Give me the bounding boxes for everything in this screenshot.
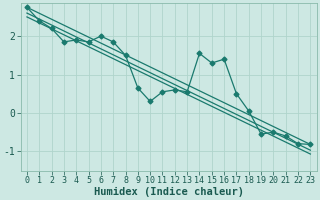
X-axis label: Humidex (Indice chaleur): Humidex (Indice chaleur) [94,186,244,197]
